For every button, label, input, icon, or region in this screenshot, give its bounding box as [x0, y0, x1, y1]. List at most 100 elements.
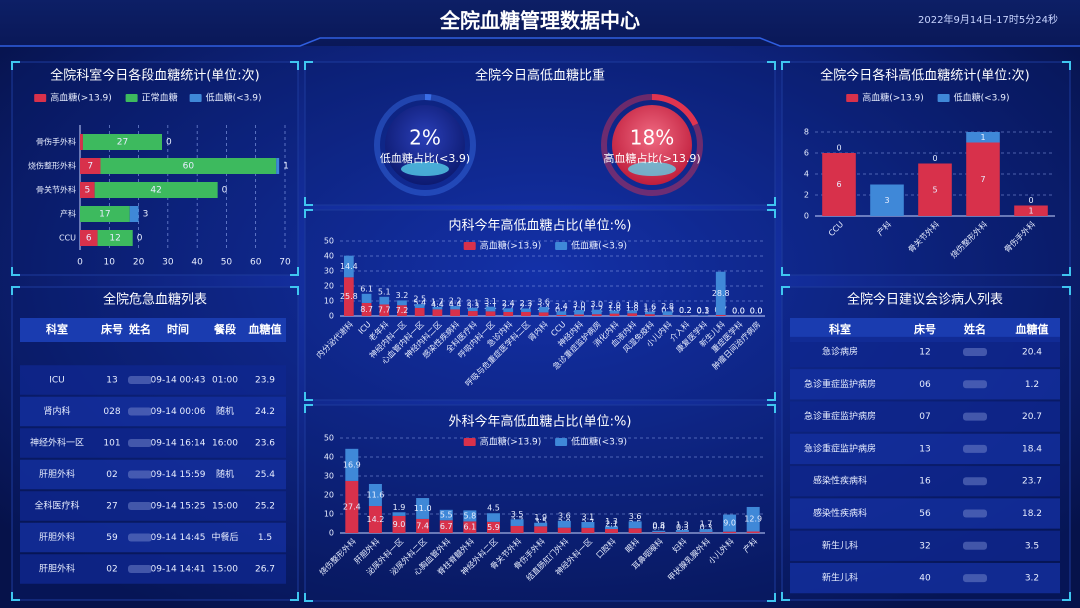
panel-corner — [290, 592, 299, 601]
table-cell: 18.2 — [1022, 509, 1042, 519]
data-label: 2.7 — [520, 302, 533, 311]
data-label: 3.0 — [573, 301, 586, 310]
data-label: 5.5 — [440, 511, 453, 520]
blurred-name — [128, 439, 152, 447]
table-cell: 02 — [106, 565, 117, 575]
data-label: 2.8 — [661, 302, 674, 311]
data-label: 1.3 — [676, 520, 689, 529]
bar-segment — [463, 510, 477, 522]
x-tick-label: 30 — [162, 258, 174, 268]
bar-segment — [870, 184, 904, 216]
bar-segment — [534, 526, 548, 533]
data-label: 16.9 — [343, 460, 361, 469]
blurred-name — [963, 477, 987, 486]
table-cell: 12 — [919, 348, 930, 358]
data-label: 14.2 — [367, 515, 385, 524]
data-label: 2.1 — [466, 298, 479, 307]
gauge-disc — [612, 105, 692, 185]
panel-corner — [781, 286, 790, 295]
table-cell: 26.7 — [255, 565, 275, 575]
y-tick-label: 0 — [329, 529, 334, 538]
panel-corner — [11, 286, 20, 295]
blurred-name — [963, 348, 987, 356]
blurred-name — [128, 533, 152, 542]
bar-segment — [574, 310, 584, 315]
bar-segment — [581, 527, 595, 533]
bar-segment — [80, 206, 130, 222]
x-tick-label: 40 — [191, 258, 203, 268]
y-tick-label: 20 — [324, 282, 334, 291]
data-label: 1.8 — [626, 301, 639, 310]
bar-segment — [485, 311, 496, 316]
data-label: 2.1 — [605, 520, 618, 529]
panel-corner — [1062, 592, 1071, 601]
data-label: 25.8 — [340, 292, 358, 301]
panel-corner — [11, 267, 20, 276]
table-cell: 3.5 — [1025, 541, 1039, 551]
data-label: 0 — [1028, 196, 1033, 205]
data-label: 3.0 — [590, 300, 603, 309]
gauge-value: 2% — [409, 126, 441, 150]
table-cell: 01:00 — [212, 376, 238, 386]
data-label: 7 — [980, 175, 985, 184]
panel-corner — [304, 392, 313, 401]
table-row-band — [20, 396, 286, 427]
data-label: 3.1 — [582, 512, 595, 521]
data-label: 5.1 — [378, 287, 391, 296]
table-cell: 25.2 — [255, 502, 275, 512]
y-tick-label: 40 — [324, 453, 334, 462]
data-label: 27 — [117, 138, 128, 148]
bar-segment — [368, 506, 382, 533]
bar-segment — [699, 529, 713, 533]
data-label: 3.6 — [558, 511, 571, 520]
data-label: 1.2 — [590, 305, 603, 314]
table-cell: 59 — [106, 533, 118, 543]
data-label: 6 — [86, 234, 92, 244]
data-label: 0.4 — [652, 523, 665, 532]
data-label: 3.6 — [537, 298, 550, 307]
data-label: 1.7 — [431, 297, 444, 306]
table-row-band — [20, 365, 286, 395]
bar-segment — [538, 312, 549, 316]
x-tick-label: 70 — [279, 258, 291, 268]
y-tick-label: 50 — [324, 434, 334, 443]
table-row-band — [790, 369, 1060, 400]
table-cell: 40 — [919, 574, 931, 584]
panel-corner — [11, 592, 20, 601]
legend-swatch — [463, 438, 476, 446]
bar-segment — [345, 480, 359, 533]
table-cell: 肝胆外科 — [39, 468, 75, 480]
bar-segment — [609, 310, 620, 314]
blurred-name — [963, 444, 987, 453]
y-tick-label: 0 — [804, 212, 809, 221]
column-header: 餐段 — [213, 322, 236, 336]
data-label: 0.3 — [661, 306, 674, 315]
table-cell: 09-14 16:14 — [151, 439, 206, 449]
data-label: 4.4 — [431, 300, 444, 309]
data-label: 0.0 — [732, 307, 745, 316]
bar-segment — [627, 313, 638, 316]
panel-corner — [767, 404, 776, 413]
data-label: 6.1 — [360, 284, 373, 293]
legend-swatch — [34, 94, 47, 102]
blurred-name — [963, 380, 987, 389]
y-tick-label: 0 — [329, 312, 334, 321]
blurred-name — [128, 376, 152, 384]
bar-segment — [510, 519, 524, 526]
bar-segment — [605, 529, 619, 533]
legend-swatch — [555, 242, 568, 250]
bar-segment — [463, 521, 477, 533]
bar-segment — [723, 531, 737, 533]
column-header: 床号 — [101, 322, 123, 336]
bar-segment — [379, 296, 390, 305]
bar-segment — [361, 293, 372, 303]
bar-segment — [345, 448, 359, 481]
data-label: 1 — [980, 133, 985, 142]
panel-corner — [304, 593, 313, 602]
blurred-name — [128, 502, 152, 510]
table-cell: 02 — [106, 470, 117, 480]
panel-corner — [304, 197, 313, 206]
bar-segment — [379, 304, 390, 316]
data-label: 0.3 — [676, 523, 689, 532]
legend-label: 高血糖(>13.9) — [862, 92, 924, 104]
